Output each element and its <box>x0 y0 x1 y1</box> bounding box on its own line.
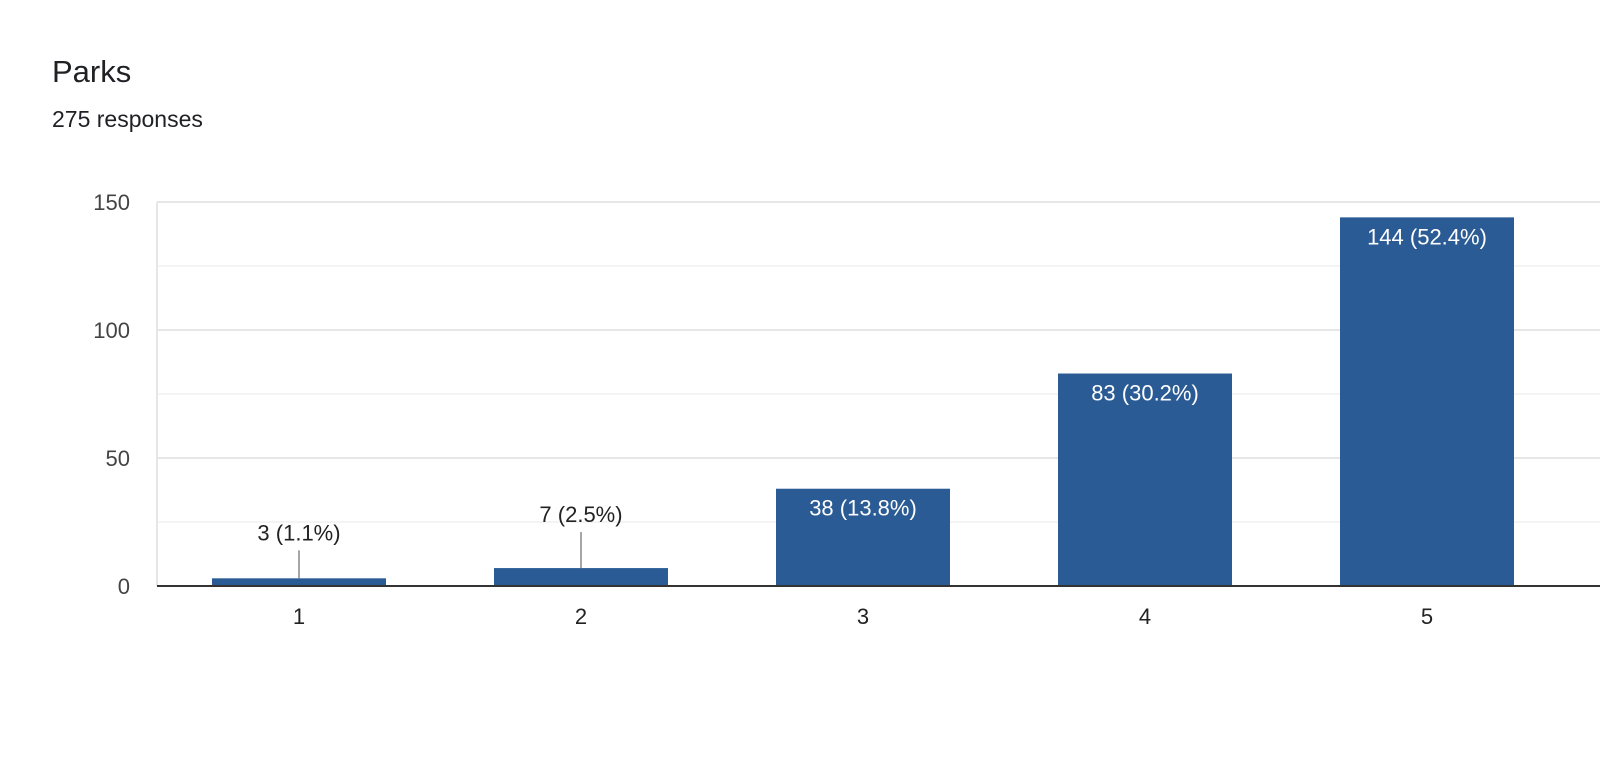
bar-3 <box>776 488 950 586</box>
data-label: 144 (52.4%) <box>1367 224 1487 249</box>
bars <box>212 217 1514 587</box>
x-axis: 1 2 3 4 5 <box>157 585 1600 629</box>
bar-4 <box>1058 373 1232 586</box>
x-tick-label: 2 <box>575 604 587 629</box>
x-tick-label: 5 <box>1421 604 1433 629</box>
y-axis: 0 50 100 150 <box>93 190 130 599</box>
data-label: 3 (1.1%) <box>257 520 340 545</box>
y-tick-label: 0 <box>118 574 130 599</box>
data-label: 38 (13.8%) <box>809 496 917 521</box>
data-labels: 3 (1.1%) 7 (2.5%) 38 (13.8%) 83 (30.2%) 144 … <box>257 224 1487 579</box>
x-tick-label: 3 <box>857 604 869 629</box>
data-label: 83 (30.2%) <box>1091 381 1199 406</box>
x-tick-label: 1 <box>293 604 305 629</box>
y-tick-label: 150 <box>93 190 130 215</box>
x-tick-label: 4 <box>1139 604 1151 629</box>
bar-2 <box>494 568 668 586</box>
chart-title: Parks <box>52 54 132 89</box>
y-tick-label: 50 <box>106 446 130 471</box>
response-count: 275 responses <box>52 106 203 132</box>
y-tick-label: 100 <box>93 318 130 343</box>
data-label: 7 (2.5%) <box>539 502 622 527</box>
bar-5 <box>1340 217 1514 587</box>
bar-1 <box>212 578 386 586</box>
